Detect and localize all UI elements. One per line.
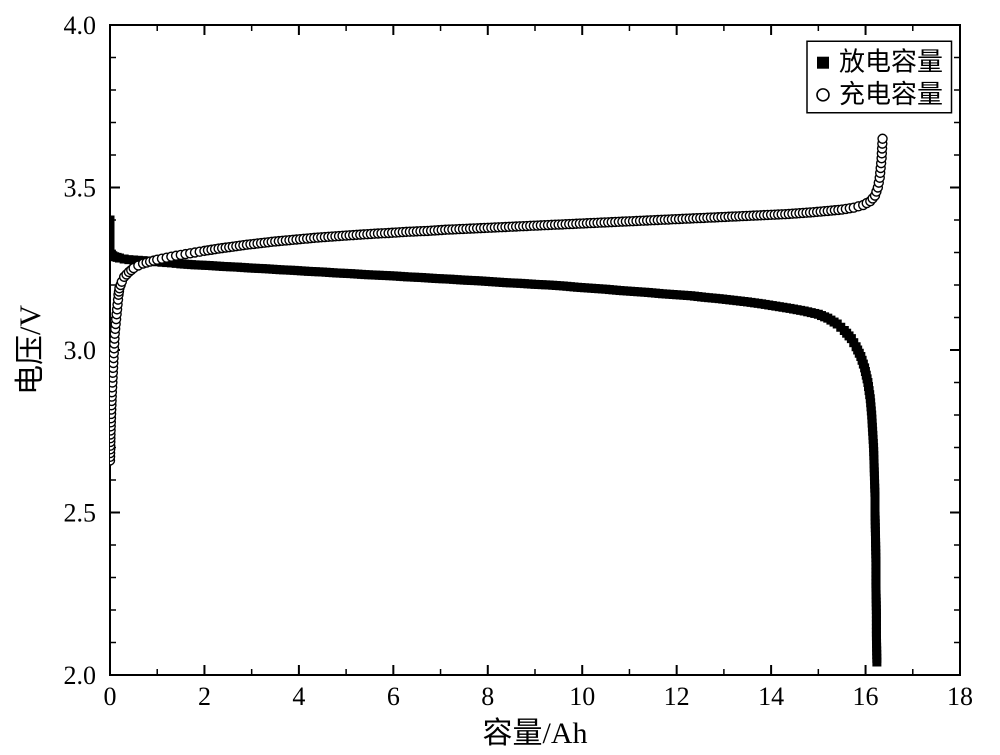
series-filled-square — [106, 216, 882, 667]
x-tick-label: 14 — [758, 682, 784, 711]
legend-marker-square — [817, 57, 829, 69]
y-tick-label: 3.5 — [64, 174, 97, 203]
voltage-capacity-chart: 0 2 4 6 8 10 12 14 16 18 容量/Ah 2.0 2.5 3.0 3.5 4.0 电压/V 放… — [0, 0, 1000, 755]
chart-container: 0 2 4 6 8 10 12 14 16 18 容量/Ah 2.0 2.5 3.0 3.5 4.0 电压/V 放… — [0, 0, 1000, 755]
y-tick-label: 2.5 — [64, 499, 97, 528]
y-axis-title: 电压/V — [14, 305, 47, 395]
x-tick-label: 4 — [292, 682, 305, 711]
data-layer — [106, 134, 888, 666]
y-tick-label: 3.0 — [64, 336, 97, 365]
x-tick-label: 8 — [481, 682, 494, 711]
x-tick-label: 16 — [853, 682, 879, 711]
x-tick-label: 18 — [947, 682, 973, 711]
x-tick-label: 2 — [198, 682, 211, 711]
charge-point — [878, 134, 887, 143]
legend-label: 充电容量 — [839, 80, 943, 109]
y-tick-label: 2.0 — [64, 661, 97, 690]
legend: 放电容量充电容量 — [807, 41, 952, 113]
y-tick-label: 4.0 — [64, 11, 97, 40]
x-tick-label: 6 — [387, 682, 400, 711]
discharge-point — [872, 658, 881, 667]
x-tick-label: 10 — [569, 682, 595, 711]
legend-marker-circle — [817, 89, 829, 101]
plot-border — [110, 25, 960, 675]
x-tick-label: 12 — [664, 682, 690, 711]
x-tick-label: 0 — [104, 682, 117, 711]
legend-label: 放电容量 — [839, 48, 943, 77]
series-open-circle — [106, 134, 888, 465]
x-axis-title: 容量/Ah — [483, 717, 588, 750]
